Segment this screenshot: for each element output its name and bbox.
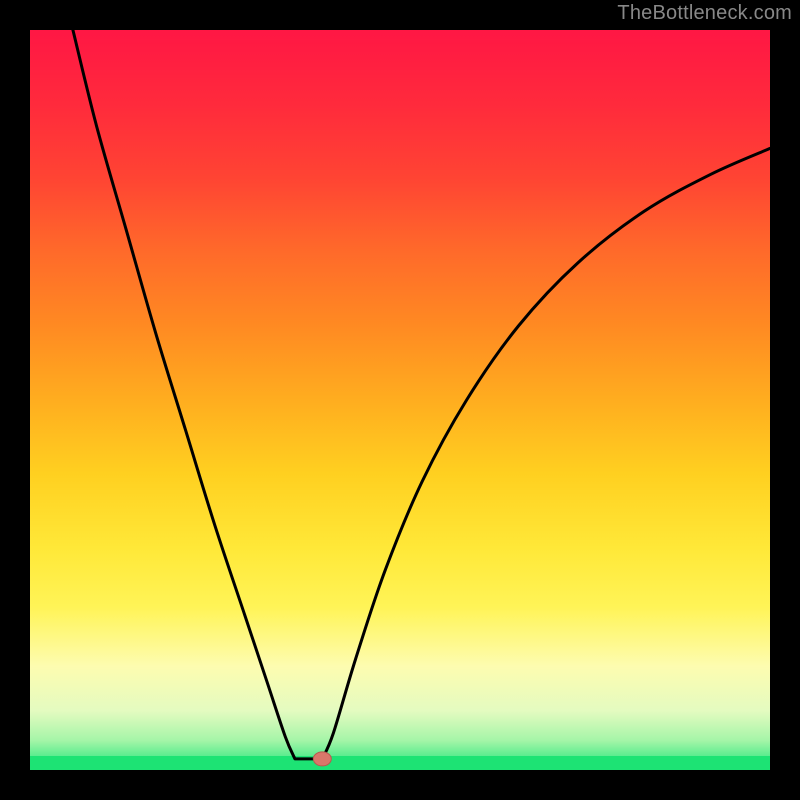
chart-svg [0, 0, 800, 800]
plot-background-gradient [30, 30, 770, 770]
chart-container: TheBottleneck.com [0, 0, 800, 800]
watermark-text: TheBottleneck.com [617, 2, 792, 25]
minimum-marker [313, 752, 331, 766]
bottom-green-band [30, 756, 770, 770]
